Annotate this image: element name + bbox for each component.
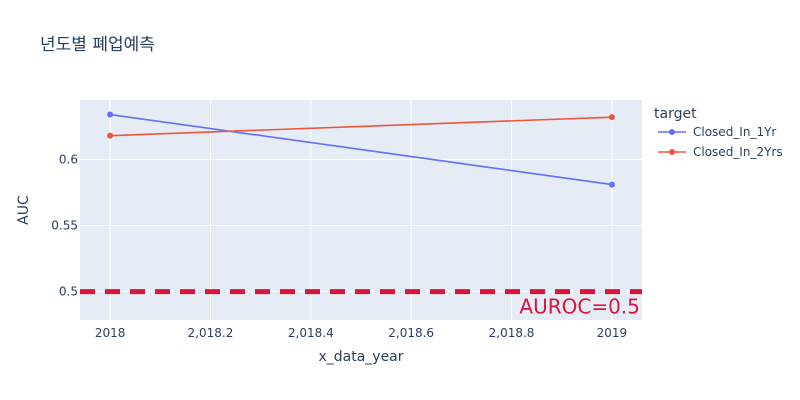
x-tick-label: 2,018.4 (288, 326, 334, 340)
y-axis: 0.5 0.55 0.6 (51, 152, 78, 298)
auroc-annotation: AUROC=0.5 (519, 295, 640, 319)
y-tick-label: 0.6 (59, 152, 78, 166)
data-point (608, 114, 615, 121)
legend-label: Closed_In_2Yrs (693, 145, 783, 159)
plot-area (80, 100, 642, 320)
y-tick-label: 0.5 (59, 285, 78, 299)
chart-title: 년도별 폐업예측 (40, 35, 155, 55)
x-tick-label: 2018 (95, 326, 126, 340)
legend-item-2[interactable]: Closed_In_2Yrs (658, 145, 783, 159)
series-line-2 (110, 116, 612, 137)
x-axis: 2018 2,018.2 2,018.4 2,018.6 2,018.8 2019 (95, 326, 627, 340)
x-tick-label: 2,018.2 (188, 326, 234, 340)
legend-label: Closed_In_1Yr (693, 125, 776, 139)
data-point (107, 132, 114, 139)
x-tick-label: 2019 (597, 326, 628, 340)
legend[interactable]: target Closed_In_1Yr Closed_In_2Yrs (654, 106, 783, 159)
y-axis-title: AUC (16, 195, 32, 225)
x-axis-title: x_data_year (318, 349, 403, 365)
legend-swatch-marker (669, 149, 675, 155)
legend-item-1[interactable]: Closed_In_1Yr (658, 125, 776, 139)
data-point (608, 181, 615, 188)
series-group (107, 111, 615, 188)
y-tick-label: 0.55 (51, 219, 78, 233)
legend-swatch-marker (669, 129, 675, 135)
x-tick-label: 2,018.8 (489, 326, 535, 340)
data-point (107, 111, 114, 118)
annotation-group: AUROC=0.5 (519, 295, 640, 319)
series-line-1 (109, 113, 613, 186)
x-tick-label: 2,018.6 (388, 326, 434, 340)
legend-title: target (654, 106, 697, 122)
